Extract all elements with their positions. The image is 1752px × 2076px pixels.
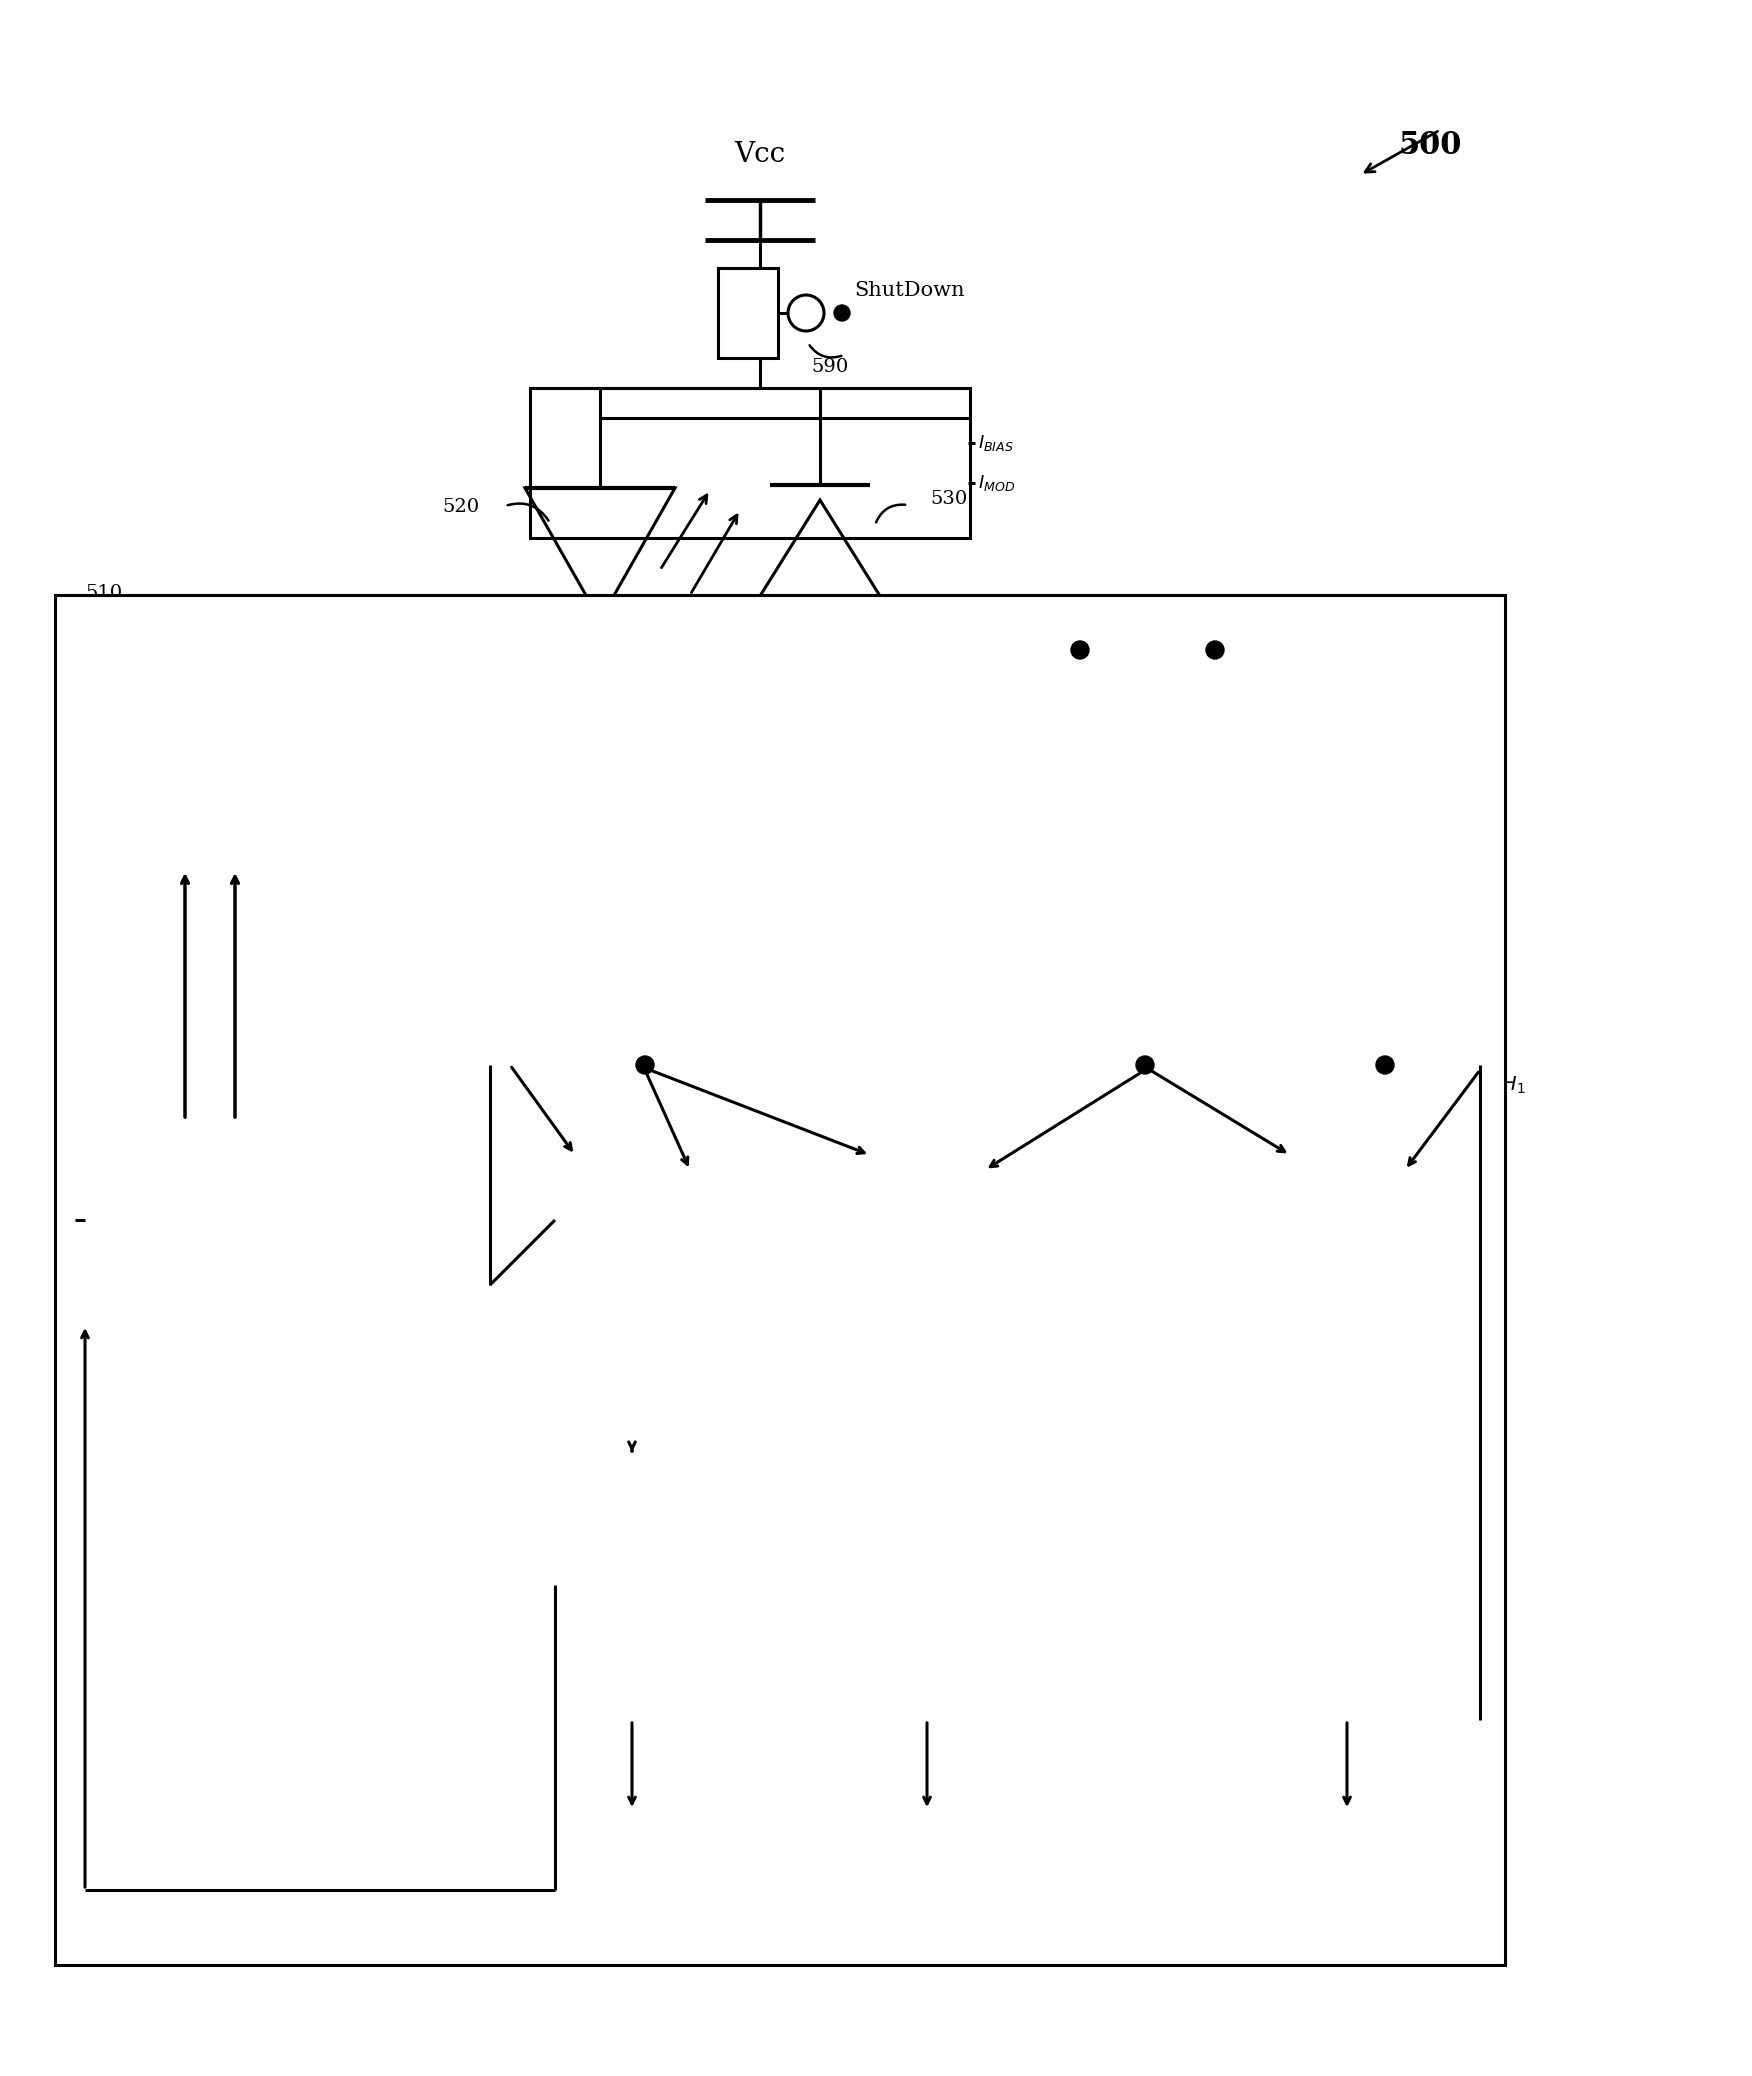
Text: Current
Amp: Current Amp [1288,814,1372,855]
Text: Logic Unit: Logic Unit [951,1574,1083,1596]
Text: 520: 520 [443,498,480,517]
Text: $I^{Low}_{ON}$: $I^{Low}_{ON}$ [1293,976,1326,1001]
Bar [75,621,394,870]
Circle shape [834,305,850,322]
Bar [1270,1154,1424,1285]
Text: 572: 572 [1223,1300,1260,1318]
Text: 530: 530 [930,490,967,509]
Bar [850,1154,1006,1285]
Text: 580: 580 [370,1084,406,1102]
Bar [531,388,971,538]
Bar [75,1119,356,1320]
Text: "Set OFF
Power": "Set OFF Power" [885,1821,969,1858]
Text: Adjustment
Unit: Adjustment Unit [154,1200,277,1241]
Text: 503: 503 [592,992,631,1011]
Text: 570: 570 [508,1572,545,1588]
Text: >: > [1333,1204,1361,1237]
Text: $I_{BIAS}$: $I_{BIAS}$ [406,710,443,731]
Text: 540: 540 [1246,623,1282,639]
Text: $TH_3$: $TH_3$ [499,1075,536,1096]
Text: Vcc: Vcc [734,141,785,168]
Text: "Set ON
Power": "Set ON Power" [1310,1821,1384,1858]
Text: 510: 510 [86,583,123,602]
Text: 502: 502 [1093,992,1130,1011]
Text: $I_{OFF}$: $I_{OFF}$ [1070,976,1102,994]
Text: $I^{High}_{ON}$: $I^{High}_{ON}$ [1409,976,1445,1003]
Circle shape [1375,1057,1395,1073]
Text: $I_{MONITOR}$: $I_{MONITOR}$ [960,610,1032,631]
Circle shape [1070,641,1090,658]
Bar [718,268,778,357]
Text: $I_{BIAS}$: $I_{BIAS}$ [978,434,1014,453]
Text: "Shutdown": "Shutdown" [578,1821,687,1837]
Text: $TH_2$: $TH_2$ [675,1075,711,1096]
Bar [555,1154,710,1285]
Bar [960,749,1160,920]
Text: >: > [913,1204,941,1237]
Text: 550: 550 [1445,720,1482,737]
Text: Laser Driver: Laser Driver [165,735,307,756]
Bar [1230,749,1430,920]
Text: ShutDown: ShutDown [853,282,965,301]
Bar [54,596,1505,1966]
Text: 501: 501 [1405,992,1442,1011]
Text: Current
Amp: Current Amp [1018,814,1102,855]
Text: 574: 574 [1013,1289,1049,1308]
Circle shape [788,295,823,330]
Bar [555,1449,1480,1721]
Text: >: > [618,1204,646,1237]
Text: 500: 500 [1398,129,1461,160]
Text: 576: 576 [564,1300,603,1318]
Text: $I_{MOD}$: $I_{MOD}$ [978,473,1014,492]
Text: 560: 560 [908,720,944,737]
Text: $I_{MOD}$: $I_{MOD}$ [406,749,445,770]
Text: 590: 590 [811,357,848,376]
Circle shape [1205,641,1225,658]
Text: $TH_1$: $TH_1$ [1489,1075,1526,1096]
Circle shape [636,1057,653,1073]
Circle shape [1135,1057,1155,1073]
